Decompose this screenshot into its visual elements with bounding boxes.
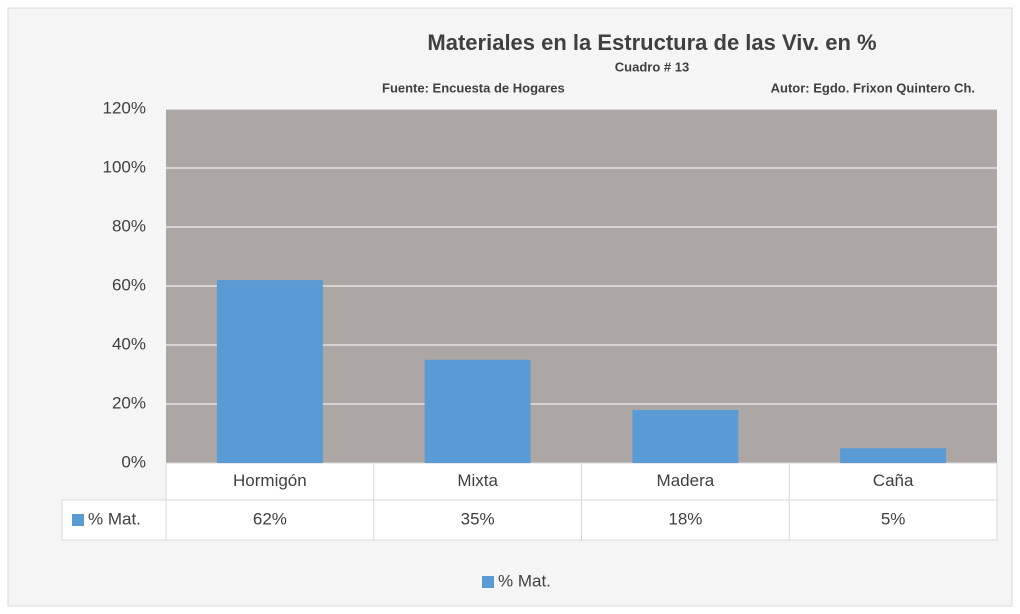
legend-label: % Mat. [88,509,141,528]
x-tick-label: Mixta [457,471,498,490]
chart-subtitle: Cuadro # 13 [615,59,689,74]
y-tick-label: 120% [103,98,146,117]
table-bg [61,499,998,541]
legend-label: % Mat. [498,571,551,590]
x-tick-label: Caña [873,471,914,490]
bar [424,359,531,463]
x-tick-label: Hormigón [233,471,307,490]
source-note: Fuente: Encuesta de Hogares [382,80,565,95]
table-value: 35% [461,509,495,528]
chart-title: Materiales en la Estructura de las Viv. … [427,30,876,55]
table-value: 18% [668,509,702,528]
y-tick-label: 20% [112,393,146,412]
table-value: 5% [881,509,906,528]
x-tick-label: Madera [657,471,715,490]
bar [840,448,947,463]
y-tick-label: 80% [112,216,146,235]
y-tick-label: 60% [112,275,146,294]
legend-key [482,576,494,588]
legend-key [72,514,84,526]
bar [216,280,323,463]
bar [632,409,739,463]
y-tick-label: 100% [103,157,146,176]
y-tick-label: 0% [121,452,146,471]
author-note: Autor: Egdo. Frixon Quintero Ch. [771,80,975,95]
y-tick-label: 40% [112,334,146,353]
table-value: 62% [253,509,287,528]
